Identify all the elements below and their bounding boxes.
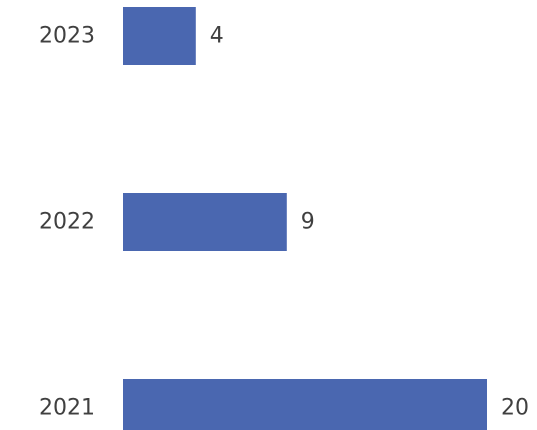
labels-group: 2023 4 2022 9 2021 20: [39, 24, 529, 421]
value-label-2023: 4: [210, 24, 224, 49]
value-label-2021: 20: [501, 396, 529, 421]
bar-2021: [123, 379, 487, 430]
value-label-2022: 9: [301, 210, 315, 235]
category-label-2021: 2021: [39, 396, 95, 421]
bar-2022: [123, 193, 287, 251]
category-label-2022: 2022: [39, 210, 95, 235]
bar-2023: [123, 7, 196, 65]
bars-group: [123, 7, 487, 430]
category-label-2023: 2023: [39, 24, 95, 49]
